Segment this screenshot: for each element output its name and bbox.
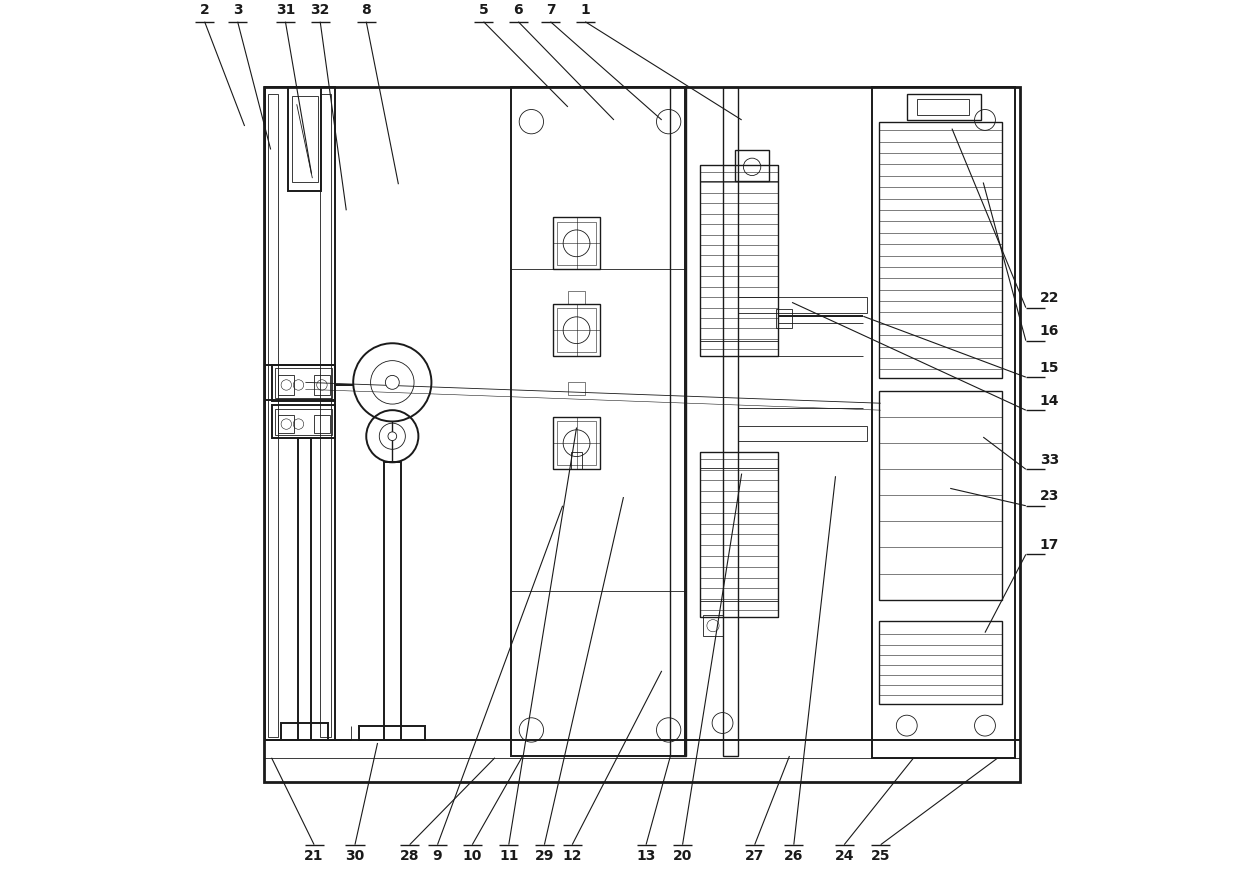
Text: 11: 11 (498, 849, 518, 863)
Bar (268, 94, 279, 737)
Text: 13: 13 (636, 849, 656, 863)
Bar (699, 452, 779, 617)
Text: 15: 15 (1039, 361, 1059, 375)
Bar (879, 391, 1002, 600)
Bar (265, 87, 335, 740)
Bar (553, 304, 600, 356)
Bar (314, 375, 330, 395)
Text: 33: 33 (1039, 453, 1059, 467)
Bar (264, 87, 1019, 782)
Bar (572, 452, 582, 469)
Bar (699, 601, 779, 617)
Bar (699, 165, 779, 356)
Bar (383, 462, 401, 740)
Bar (699, 341, 779, 356)
Bar (320, 94, 331, 737)
Text: 23: 23 (1039, 489, 1059, 503)
Bar (723, 87, 738, 756)
Text: 30: 30 (345, 849, 365, 863)
Bar (314, 415, 330, 433)
Bar (735, 150, 770, 181)
Bar (738, 426, 867, 441)
Bar (291, 96, 317, 182)
Text: 6: 6 (513, 3, 523, 17)
Text: 29: 29 (534, 849, 554, 863)
Text: 24: 24 (835, 849, 854, 863)
Bar (273, 405, 335, 438)
Bar (360, 726, 425, 740)
Text: 26: 26 (784, 849, 804, 863)
Bar (568, 291, 585, 304)
Bar (557, 421, 596, 465)
Text: 20: 20 (673, 849, 692, 863)
Text: 25: 25 (870, 849, 890, 863)
Text: 14: 14 (1039, 394, 1059, 408)
Bar (879, 122, 1002, 378)
Text: 27: 27 (745, 849, 764, 863)
Bar (553, 417, 600, 469)
Bar (699, 452, 779, 468)
Bar (511, 87, 686, 756)
Bar (699, 165, 779, 181)
Text: 9: 9 (433, 849, 443, 863)
Bar (299, 438, 311, 740)
Text: 1: 1 (580, 3, 590, 17)
Text: 21: 21 (304, 849, 324, 863)
Bar (918, 99, 970, 115)
Circle shape (388, 432, 397, 441)
Text: 7: 7 (546, 3, 556, 17)
Text: 22: 22 (1039, 291, 1059, 305)
Bar (275, 409, 332, 435)
Circle shape (386, 375, 399, 389)
Bar (279, 375, 294, 395)
Bar (738, 297, 867, 313)
Bar (872, 87, 1016, 758)
Text: 12: 12 (563, 849, 582, 863)
Bar (279, 415, 294, 433)
Bar (273, 365, 335, 401)
Bar (703, 615, 723, 636)
Text: 10: 10 (463, 849, 482, 863)
Text: 31: 31 (275, 3, 295, 17)
Bar (275, 368, 332, 398)
Bar (906, 94, 981, 120)
Bar (568, 382, 585, 395)
Bar (553, 217, 600, 269)
Bar (671, 87, 686, 756)
Text: 2: 2 (200, 3, 210, 17)
Text: 32: 32 (310, 3, 330, 17)
Text: 16: 16 (1039, 324, 1059, 338)
Text: 8: 8 (361, 3, 371, 17)
Bar (879, 621, 1002, 704)
Bar (557, 222, 596, 265)
Bar (288, 87, 321, 191)
Bar (557, 308, 596, 352)
Text: 17: 17 (1039, 538, 1059, 552)
Bar (776, 309, 792, 328)
Text: 5: 5 (479, 3, 489, 17)
Text: 28: 28 (401, 849, 419, 863)
Text: 3: 3 (233, 3, 243, 17)
Bar (281, 723, 329, 740)
